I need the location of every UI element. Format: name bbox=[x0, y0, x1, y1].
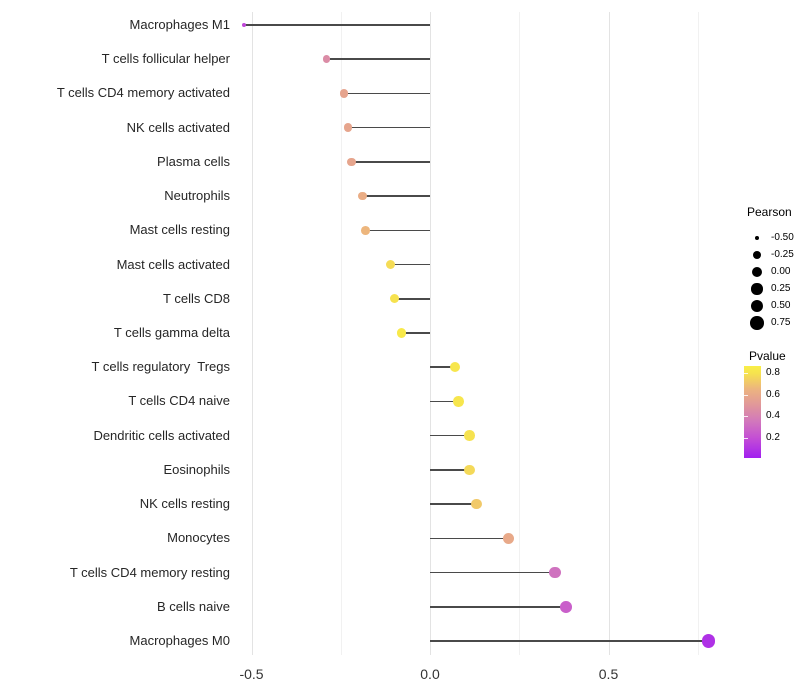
lollipop-dot bbox=[559, 600, 572, 613]
lollipop-stem bbox=[430, 503, 477, 505]
lollipop-dot bbox=[463, 430, 475, 441]
row-label: Mast cells activated bbox=[116, 256, 230, 272]
minor-gridline bbox=[340, 12, 342, 655]
size-legend-dot bbox=[752, 267, 762, 277]
size-legend-dot bbox=[755, 236, 759, 240]
lollipop-dot bbox=[453, 396, 464, 407]
lollipop-stem bbox=[430, 366, 455, 368]
lollipop-dot bbox=[701, 634, 716, 648]
lollipop-dot bbox=[549, 566, 561, 579]
colorbar-tick-label: 0.8 bbox=[766, 367, 780, 379]
lollipop-dot bbox=[357, 191, 367, 201]
lollipop-stem bbox=[244, 24, 430, 26]
major-gridline bbox=[430, 12, 431, 655]
lollipop-stem bbox=[365, 229, 430, 232]
lollipop-stem bbox=[430, 400, 459, 403]
lollipop-stem bbox=[430, 571, 555, 574]
lollipop-dot bbox=[449, 362, 461, 373]
lollipop-dot bbox=[463, 464, 475, 476]
lollipop-stem bbox=[326, 58, 430, 60]
lollipop-dot bbox=[347, 157, 356, 167]
colorbar-tick-mark bbox=[744, 437, 748, 439]
row-label: NK cells activated bbox=[126, 119, 230, 135]
size-legend-dot bbox=[750, 316, 764, 330]
x-axis-tick-label: 0.0 bbox=[420, 666, 440, 682]
row-label: Mast cells resting bbox=[129, 222, 230, 238]
major-gridline bbox=[608, 12, 610, 655]
lollipop-stem bbox=[344, 92, 430, 95]
size-legend-dot bbox=[750, 299, 764, 313]
row-label: T cells gamma delta bbox=[113, 324, 230, 340]
lollipop-dot bbox=[389, 294, 399, 304]
lollipop-dot bbox=[396, 328, 407, 338]
size-legend-label: 0.75 bbox=[771, 317, 791, 328]
colorbar-tick-mark bbox=[744, 394, 748, 396]
colorbar-tick-label: 0.6 bbox=[766, 388, 780, 400]
row-label: T cells follicular helper bbox=[101, 51, 230, 67]
size-legend-dot bbox=[752, 250, 762, 260]
minor-gridline bbox=[697, 12, 699, 655]
size-legend-label: 0.25 bbox=[771, 283, 791, 294]
colorbar-tick-label: 0.2 bbox=[766, 431, 780, 443]
x-axis-tick-label: 0.5 bbox=[598, 666, 619, 682]
color-legend-title: Pvalue bbox=[749, 349, 786, 363]
size-legend-dot bbox=[751, 283, 763, 295]
lollipop-dot bbox=[322, 55, 331, 64]
lollipop-dot bbox=[242, 23, 247, 27]
lollipop-dot bbox=[340, 89, 349, 98]
colorbar-tick-label: 0.4 bbox=[766, 410, 780, 422]
lollipop-dot bbox=[502, 532, 515, 544]
row-label: Eosinophils bbox=[163, 461, 231, 477]
lollipop-stem bbox=[347, 126, 430, 129]
row-label: T cells CD4 memory resting bbox=[69, 564, 230, 580]
lollipop-stem bbox=[394, 297, 430, 300]
lollipop-stem bbox=[430, 605, 566, 608]
lollipop-stem bbox=[351, 161, 430, 163]
x-axis-tick-label: -0.5 bbox=[239, 666, 264, 682]
lollipop-stem bbox=[362, 195, 430, 197]
pvalue-colorbar bbox=[744, 366, 761, 458]
row-label: T cells CD4 naive bbox=[128, 393, 230, 409]
size-legend-label: -0.50 bbox=[771, 232, 794, 243]
size-legend-label: 0.00 bbox=[771, 266, 791, 277]
size-legend-title: Pearson bbox=[747, 205, 792, 219]
row-label: NK cells resting bbox=[139, 496, 230, 512]
row-label: Monocytes bbox=[167, 530, 230, 546]
row-label: Neutrophils bbox=[164, 188, 230, 204]
row-label: T cells CD8 bbox=[163, 290, 230, 306]
lollipop-stem bbox=[430, 537, 509, 540]
row-label: T cells regulatory Tregs bbox=[91, 359, 230, 375]
row-label: Plasma cells bbox=[157, 153, 230, 169]
lollipop-dot bbox=[386, 259, 396, 270]
lollipop-stem bbox=[430, 434, 470, 437]
colorbar-tick-mark bbox=[744, 373, 748, 375]
row-label: B cells naive bbox=[157, 598, 230, 614]
lollipop-dot bbox=[361, 225, 371, 235]
colorbar-tick-mark bbox=[744, 416, 748, 418]
lollipop-dot bbox=[343, 123, 353, 132]
row-label: Macrophages M1 bbox=[129, 17, 230, 32]
row-label: T cells CD4 memory activated bbox=[56, 85, 230, 101]
row-label: Dendritic cells activated bbox=[93, 427, 230, 443]
size-legend-label: 0.50 bbox=[771, 300, 791, 311]
lollipop-stem bbox=[401, 332, 430, 334]
lollipop-dot bbox=[471, 498, 482, 510]
lollipop-stem bbox=[430, 640, 709, 642]
minor-gridline bbox=[519, 12, 521, 655]
lollipop-stem bbox=[390, 263, 430, 266]
size-legend-label: -0.25 bbox=[771, 249, 794, 260]
lollipop-stem bbox=[430, 469, 470, 471]
row-label: Macrophages M0 bbox=[129, 632, 230, 648]
major-gridline bbox=[251, 12, 253, 655]
